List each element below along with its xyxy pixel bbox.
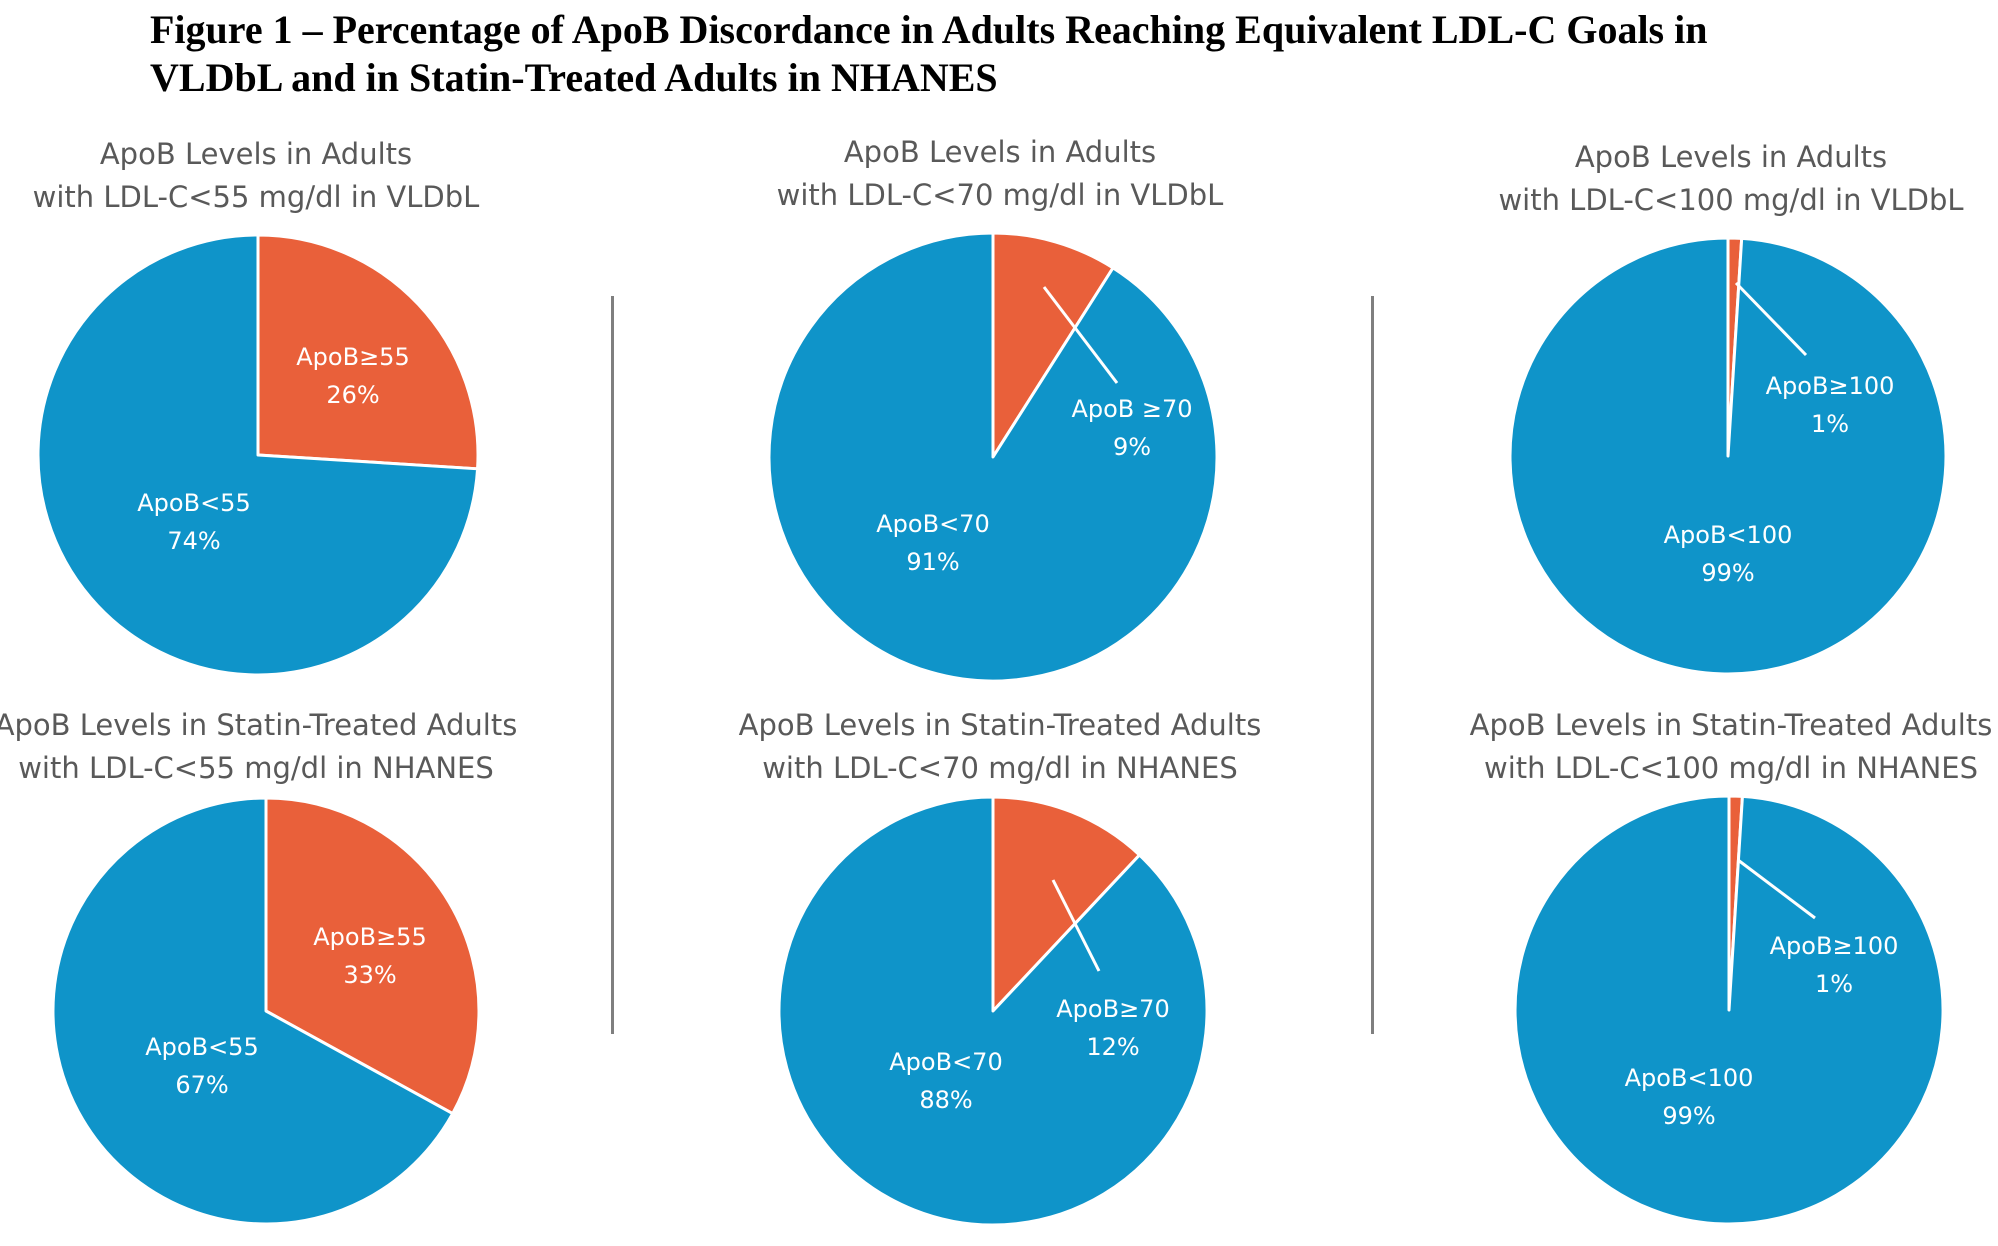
chart-2-title-line-2: with LDL-C<70 mg/dl in VLDbL xyxy=(777,178,1224,212)
chart-1-slice-1-label: ApoB≥55 xyxy=(296,343,409,371)
figure-title-line2: VLDbL and in Statin-Treated Adults in NH… xyxy=(150,55,998,100)
chart-1-slice-1 xyxy=(256,233,480,471)
chart-1-slice-1-value: 26% xyxy=(326,381,379,409)
chart-3-title-line-2: with LDL-C<100 mg/dl in VLDbL xyxy=(1498,183,1963,217)
chart-5-title-line-2: with LDL-C<70 mg/dl in NHANES xyxy=(762,751,1238,785)
chart-5-slice-2 xyxy=(777,795,1209,1227)
chart-2-slice-2-label: ApoB<70 xyxy=(876,510,989,538)
chart-3-slice-1-value: 1% xyxy=(1811,410,1849,438)
chart-1-title-line-2: with LDL-C<55 mg/dl in VLDbL xyxy=(33,180,480,214)
chart-2-leader-line xyxy=(1042,286,1119,384)
chart-2-slice-1-value: 9% xyxy=(1113,433,1151,461)
chart-6-slice-1-value: 1% xyxy=(1815,970,1853,998)
chart-6-slice-2-label: ApoB<100 xyxy=(1625,1064,1754,1092)
chart-2-slice-1-label: ApoB ≥70 xyxy=(1071,395,1192,423)
chart-5-slice-1-value: 12% xyxy=(1086,1033,1139,1061)
chart-4-slice-2-label: ApoB<55 xyxy=(145,1033,258,1061)
chart-6-title-line-2: with LDL-C<100 mg/dl in NHANES xyxy=(1484,751,1978,785)
figure-title-line1: Figure 1 – Percentage of ApoB Discordanc… xyxy=(150,7,1708,52)
chart-2-title-line-1: ApoB Levels in Adults xyxy=(844,135,1156,169)
chart-3-title-line-1: ApoB Levels in Adults xyxy=(1575,140,1887,174)
chart-1-slice-2-value: 74% xyxy=(167,527,220,555)
chart-1-title-line-1: ApoB Levels in Adults xyxy=(100,137,412,171)
chart-5-title-line-1: ApoB Levels in Statin-Treated Adults xyxy=(739,708,1262,742)
chart-4-slice-2-value: 67% xyxy=(175,1071,228,1099)
chart-4-title-line-1: ApoB Levels in Statin-Treated Adults xyxy=(0,708,517,742)
chart-3-leader-line xyxy=(1734,281,1808,357)
chart-5-leader-line xyxy=(1051,879,1101,972)
chart-6-leader-line xyxy=(1737,858,1816,920)
chart-6-title-line-1: ApoB Levels in Statin-Treated Adults xyxy=(1470,708,1993,742)
chart-1-slice-2-label: ApoB<55 xyxy=(137,489,250,517)
chart-4-slice-1-value: 33% xyxy=(343,961,396,989)
chart-6-slice-2 xyxy=(1513,794,1945,1226)
chart-5-slice-2-label: ApoB<70 xyxy=(889,1048,1002,1076)
chart-3-slice-1-label: ApoB≥100 xyxy=(1766,372,1895,400)
chart-6-slice-2-value: 99% xyxy=(1662,1102,1715,1130)
chart-4-slice-1 xyxy=(264,796,481,1116)
chart-3-slice-2-value: 99% xyxy=(1701,559,1754,587)
chart-4-slice-1-label: ApoB≥55 xyxy=(313,923,426,951)
chart-2-slice-2 xyxy=(767,231,1219,683)
chart-3-slice-2-label: ApoB<100 xyxy=(1664,521,1793,549)
chart-5-slice-1-label: ApoB≥70 xyxy=(1056,995,1169,1023)
chart-1-slice-2 xyxy=(36,233,480,677)
chart-6-slice-1-label: ApoB≥100 xyxy=(1770,932,1899,960)
chart-3-slice-2 xyxy=(1508,236,1948,676)
column-divider-left xyxy=(611,296,614,1034)
chart-5-slice-2-value: 88% xyxy=(919,1086,972,1114)
figure-title: Figure 1 – Percentage of ApoB Discordanc… xyxy=(150,6,1970,102)
chart-2-slice-2-value: 91% xyxy=(906,548,959,576)
chart-2-slice-1 xyxy=(991,231,1115,459)
chart-4-slice-2 xyxy=(51,796,455,1226)
column-divider-right xyxy=(1371,296,1374,1034)
chart-4-title-line-2: with LDL-C<55 mg/dl in NHANES xyxy=(18,751,494,785)
